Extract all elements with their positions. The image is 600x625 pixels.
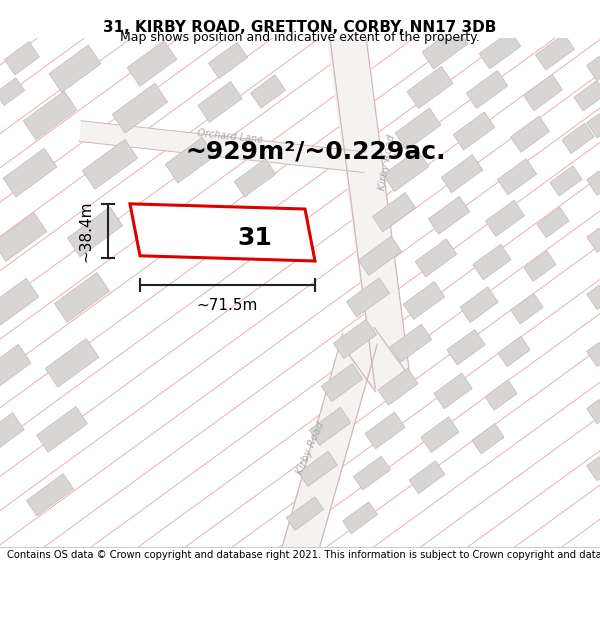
Text: Contains OS data © Crown copyright and database right 2021. This information is : Contains OS data © Crown copyright and d…: [7, 550, 600, 560]
Polygon shape: [428, 196, 470, 234]
Text: ~38.4m: ~38.4m: [79, 200, 94, 262]
Polygon shape: [198, 81, 242, 122]
Polygon shape: [415, 239, 457, 277]
Polygon shape: [498, 336, 530, 367]
Polygon shape: [346, 278, 389, 317]
Polygon shape: [23, 91, 77, 140]
Text: Kirby Road: Kirby Road: [377, 134, 397, 191]
Polygon shape: [395, 108, 441, 150]
Polygon shape: [421, 417, 459, 452]
Text: Orchard Lane: Orchard Lane: [197, 128, 263, 144]
Polygon shape: [346, 328, 404, 392]
Polygon shape: [5, 42, 40, 75]
Text: Kirby Road: Kirby Road: [295, 420, 326, 476]
Text: 31, KIRBY ROAD, GRETTON, CORBY, NN17 3DB: 31, KIRBY ROAD, GRETTON, CORBY, NN17 3DB: [103, 20, 497, 35]
Text: ~71.5m: ~71.5m: [197, 298, 258, 313]
Polygon shape: [353, 456, 391, 490]
Polygon shape: [587, 457, 600, 481]
Polygon shape: [497, 159, 536, 195]
Polygon shape: [407, 66, 453, 108]
Polygon shape: [127, 41, 177, 86]
Polygon shape: [524, 74, 562, 111]
Polygon shape: [587, 56, 600, 81]
Polygon shape: [441, 154, 483, 192]
Polygon shape: [587, 171, 600, 195]
Polygon shape: [524, 251, 556, 281]
Polygon shape: [383, 149, 429, 192]
Polygon shape: [587, 285, 600, 309]
Polygon shape: [479, 31, 521, 69]
Polygon shape: [365, 412, 405, 449]
Polygon shape: [562, 123, 594, 154]
Polygon shape: [3, 148, 57, 197]
Polygon shape: [327, 35, 408, 372]
Polygon shape: [79, 121, 366, 172]
Text: Map shows position and indicative extent of the property.: Map shows position and indicative extent…: [120, 31, 480, 44]
Polygon shape: [321, 364, 363, 402]
Polygon shape: [330, 35, 411, 388]
Polygon shape: [511, 116, 550, 152]
Polygon shape: [373, 192, 416, 232]
Polygon shape: [286, 497, 323, 531]
Polygon shape: [390, 324, 432, 362]
Polygon shape: [82, 139, 137, 189]
Polygon shape: [0, 344, 31, 392]
Polygon shape: [251, 75, 286, 108]
Polygon shape: [536, 34, 574, 70]
Polygon shape: [334, 319, 377, 359]
Polygon shape: [299, 451, 337, 486]
Polygon shape: [473, 244, 511, 280]
Polygon shape: [343, 502, 377, 534]
Polygon shape: [472, 424, 504, 454]
Polygon shape: [574, 81, 600, 111]
Polygon shape: [55, 272, 110, 322]
Polygon shape: [434, 373, 472, 409]
Text: 31: 31: [238, 226, 272, 250]
Polygon shape: [358, 236, 401, 276]
Polygon shape: [309, 408, 351, 445]
Polygon shape: [403, 281, 445, 319]
Polygon shape: [587, 228, 600, 253]
Polygon shape: [447, 329, 485, 365]
Polygon shape: [587, 114, 600, 138]
Polygon shape: [67, 207, 122, 257]
Polygon shape: [485, 200, 524, 236]
Polygon shape: [130, 204, 315, 261]
Polygon shape: [453, 112, 495, 150]
Polygon shape: [409, 461, 445, 494]
Polygon shape: [537, 208, 569, 238]
Polygon shape: [422, 27, 468, 69]
Polygon shape: [0, 213, 47, 261]
Polygon shape: [0, 412, 24, 456]
Polygon shape: [49, 45, 101, 92]
Polygon shape: [145, 204, 195, 249]
Polygon shape: [587, 399, 600, 424]
Polygon shape: [26, 474, 74, 516]
Text: ~929m²/~0.229ac.: ~929m²/~0.229ac.: [185, 140, 445, 164]
Polygon shape: [165, 138, 215, 183]
Polygon shape: [511, 294, 543, 324]
Polygon shape: [112, 83, 167, 133]
Polygon shape: [466, 71, 508, 109]
Polygon shape: [45, 339, 99, 387]
Polygon shape: [37, 407, 88, 452]
Polygon shape: [550, 166, 582, 196]
Polygon shape: [278, 334, 377, 573]
Polygon shape: [234, 159, 276, 197]
Polygon shape: [460, 287, 498, 322]
Polygon shape: [0, 78, 25, 106]
Polygon shape: [587, 342, 600, 367]
Polygon shape: [378, 368, 418, 405]
Polygon shape: [0, 278, 39, 327]
Polygon shape: [209, 42, 247, 79]
Polygon shape: [485, 380, 517, 410]
